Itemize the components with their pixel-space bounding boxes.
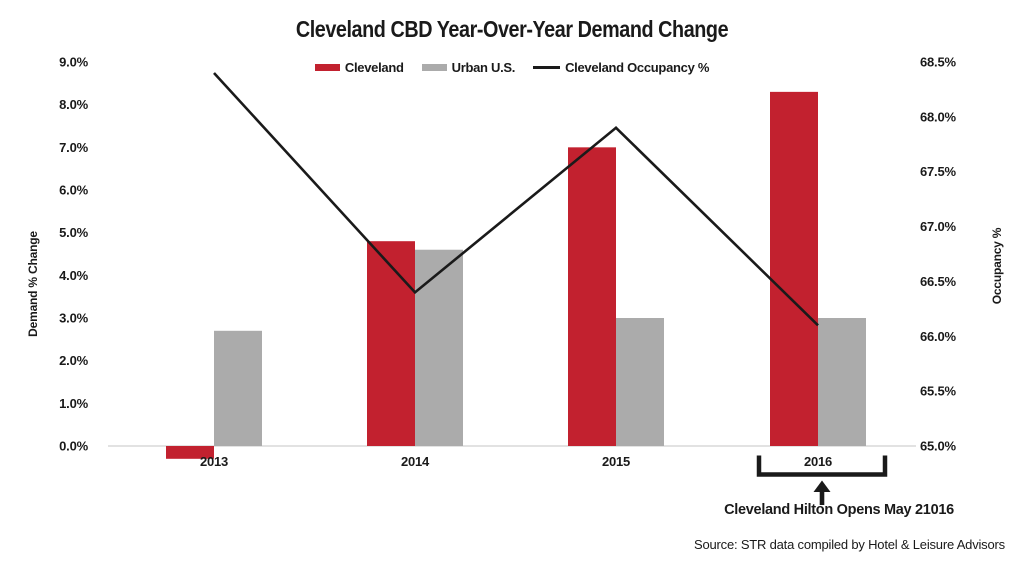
cleveland-bar-swatch-icon — [314, 64, 340, 71]
bar-urban-us-2014 — [415, 249, 463, 446]
right-axis-tick: 65.0% — [920, 439, 957, 454]
left-axis-tick: 8.0% — [59, 97, 88, 112]
left-axis-tick: 4.0% — [59, 268, 88, 283]
right-axis-tick: 68.5% — [920, 55, 957, 70]
occupancy-line-swatch-icon — [533, 66, 561, 69]
bar-urban-us-2013 — [214, 330, 262, 446]
legend-label-cleveland: Cleveland — [344, 60, 404, 75]
chart-title: Cleveland CBD Year-Over-Year Demand Chan… — [295, 16, 729, 42]
x-axis-label-2016: 2016 — [804, 454, 832, 469]
legend-label-urban-us: Urban U.S. — [451, 60, 516, 75]
annotation-text: Cleveland Hilton Opens May 21016 — [724, 502, 954, 518]
right-axis-tick: 67.0% — [920, 219, 957, 234]
x-axis-label-2014: 2014 — [401, 454, 430, 469]
urban-us-bar-swatch-icon — [421, 64, 447, 71]
x-axis-label-2015: 2015 — [602, 454, 630, 469]
left-axis-title: Demand % Change — [26, 231, 40, 337]
bracket-2016 — [756, 455, 888, 477]
left-axis-tick: 0.0% — [59, 439, 88, 454]
source-text: Source: STR data compiled by Hotel & Lei… — [694, 537, 1005, 552]
bar-urban-us-2015 — [616, 318, 664, 446]
bar-cleveland-2014 — [367, 241, 415, 446]
left-axis-tick: 7.0% — [59, 140, 88, 155]
occupancy-line — [213, 72, 819, 327]
bar-cleveland-2015 — [568, 147, 616, 447]
legend-item-cleveland: Cleveland — [314, 60, 404, 75]
right-axis-tick: 66.5% — [920, 274, 957, 289]
right-axis-title: Occupancy % — [990, 227, 1004, 305]
x-axis-label-2013: 2013 — [200, 454, 228, 469]
left-axis-tick: 1.0% — [59, 396, 88, 411]
legend-item-occupancy: Cleveland Occupancy % — [533, 60, 709, 75]
bar-urban-us-2016 — [818, 318, 866, 446]
right-axis-tick: 66.0% — [920, 329, 957, 344]
bar-cleveland-2016 — [770, 91, 818, 446]
legend: Cleveland Urban U.S. Cleveland Occupancy… — [0, 60, 1024, 75]
left-axis-tick: 5.0% — [59, 225, 88, 240]
left-axis-tick: 3.0% — [59, 311, 88, 326]
legend-label-occupancy: Cleveland Occupancy % — [565, 60, 710, 75]
right-axis-tick: 68.0% — [920, 109, 957, 124]
left-axis-tick: 9.0% — [59, 55, 88, 70]
up-arrow-icon — [813, 480, 831, 505]
right-axis-tick: 67.5% — [920, 164, 957, 179]
right-axis-tick: 65.5% — [920, 384, 957, 399]
left-axis-tick: 6.0% — [59, 183, 88, 198]
left-axis-tick: 2.0% — [59, 353, 88, 368]
bar-cleveland-2013 — [166, 446, 214, 459]
legend-item-urban-us: Urban U.S. — [421, 60, 516, 75]
